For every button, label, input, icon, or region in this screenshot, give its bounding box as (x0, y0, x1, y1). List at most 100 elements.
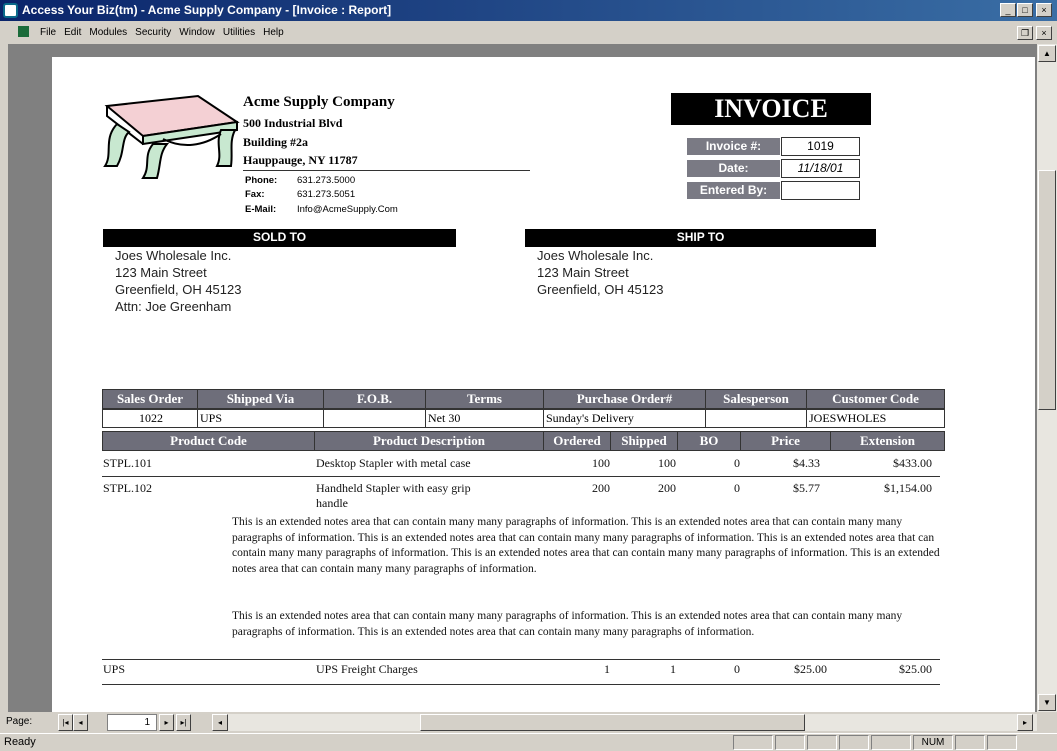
menu-security[interactable]: Security (135, 27, 172, 38)
horizontal-scroll-thumb[interactable] (420, 714, 805, 731)
item-code: STPL.102 (103, 481, 153, 495)
entered-by (781, 181, 860, 200)
company-name: Acme Supply Company (243, 94, 395, 110)
item-description: UPS Freight Charges (316, 662, 418, 676)
maximize-button[interactable]: □ (1017, 3, 1033, 17)
header-sales-order: Sales Order (102, 389, 198, 409)
header-description: Product Description (314, 431, 544, 451)
next-page-button[interactable]: ▸ (159, 714, 174, 731)
invoice-number: 1019 (781, 137, 860, 156)
item-extension: $25.00 (899, 662, 932, 676)
header-extension: Extension (830, 431, 945, 451)
menu-edit[interactable]: Edit (64, 27, 82, 38)
vertical-scroll-thumb[interactable] (1038, 170, 1056, 410)
ship-to-line: 123 Main Street (537, 265, 629, 280)
item-shipped: 200 (658, 481, 676, 495)
fax-label: Fax: (245, 189, 265, 200)
entered-by-label: Entered By: (686, 181, 781, 200)
ship-to-line: Joes Wholesale Inc. (537, 248, 654, 263)
item-code: STPL.101 (103, 456, 153, 470)
sold-to-line: Attn: Joe Greenham (115, 299, 232, 314)
scroll-left-button[interactable]: ◂ (212, 714, 228, 731)
customer-code: JOESWHOLES (806, 409, 945, 428)
fax: 631.273.5051 (297, 189, 356, 200)
item-ordered: 1 (604, 662, 610, 676)
minimize-button[interactable]: _ (1000, 3, 1016, 17)
item-extension: $1,154.00 (884, 481, 932, 495)
status-panel (839, 735, 869, 750)
invoice-number-label: Invoice #: (686, 137, 781, 156)
company-city: Hauppauge, NY 11787 (243, 153, 358, 167)
status-panel (987, 735, 1017, 750)
header-po: Purchase Order# (543, 389, 706, 409)
sold-to-line: 123 Main Street (115, 265, 207, 280)
header-shipped-via: Shipped Via (197, 389, 324, 409)
item-price: $25.00 (794, 662, 827, 676)
status-panel (871, 735, 911, 750)
restore-doc-button[interactable]: ❐ (1017, 26, 1033, 40)
ship-to-header: SHIP TO (525, 229, 876, 247)
header-price: Price (740, 431, 831, 451)
item-bo: 0 (734, 481, 740, 495)
sold-to-line: Greenfield, OH 45123 (115, 282, 242, 297)
row-divider (102, 659, 940, 660)
purchase-order: Sunday's Delivery (543, 409, 706, 428)
item-description-cont: handle (316, 496, 348, 510)
ship-to-line: Greenfield, OH 45123 (537, 282, 664, 297)
extended-notes-1: This is an extended notes area that can … (232, 516, 940, 575)
close-doc-button[interactable]: × (1036, 26, 1052, 40)
scroll-right-button[interactable]: ▸ (1017, 714, 1033, 731)
status-panel (955, 735, 985, 750)
date-label: Date: (686, 159, 781, 178)
menu-utilities[interactable]: Utilities (222, 27, 256, 38)
shipped-via: UPS (197, 409, 324, 428)
document-icon[interactable] (18, 26, 29, 37)
company-address1: 500 Industrial Blvd (243, 116, 343, 130)
divider (243, 170, 530, 171)
terms: Net 30 (425, 409, 544, 428)
invoice-title: INVOICE (671, 93, 871, 125)
item-shipped: 100 (658, 456, 676, 470)
header-customer-code: Customer Code (806, 389, 945, 409)
item-description: Handheld Stapler with easy grip (316, 481, 471, 495)
item-code: UPS (103, 662, 126, 676)
header-product-code: Product Code (102, 431, 315, 451)
menu-file[interactable]: File (40, 27, 57, 38)
page-label: Page: (6, 716, 33, 727)
sold-to-line: Joes Wholesale Inc. (115, 248, 232, 263)
scroll-up-button[interactable]: ▲ (1038, 45, 1056, 62)
menu-help[interactable]: Help (263, 27, 284, 38)
ship-to-address: Joes Wholesale Inc. 123 Main Street Greenf… (537, 247, 663, 298)
menu-modules[interactable]: Modules (89, 27, 128, 38)
invoice-date: 11/18/01 (781, 159, 860, 178)
status-text: Ready (4, 736, 36, 748)
menu-window[interactable]: Window (179, 27, 215, 38)
first-page-button[interactable]: |◂ (58, 714, 73, 731)
menu-bar: File Edit Modules Security Window Utilities He… (0, 21, 1057, 44)
header-shipped: Shipped (610, 431, 678, 451)
sold-to-address: Joes Wholesale Inc. 123 Main Street Greenf… (115, 247, 241, 315)
fob (323, 409, 426, 428)
sales-order: 1022 (102, 409, 198, 428)
extended-notes-2: This is an extended notes area that can … (232, 610, 903, 638)
salesperson (705, 409, 807, 428)
prev-page-button[interactable]: ◂ (73, 714, 88, 731)
header-terms: Terms (425, 389, 544, 409)
company-address2: Building #2a (243, 135, 309, 149)
email: Info@AcmeSupply.Com (297, 204, 398, 215)
row-divider (102, 476, 940, 477)
row-divider (102, 684, 940, 685)
phone: 631.273.5000 (297, 175, 356, 186)
close-button[interactable]: × (1036, 3, 1052, 17)
item-bo: 0 (734, 662, 740, 676)
page-number-input[interactable]: 1 (107, 714, 157, 731)
status-bar: Ready (0, 733, 1057, 750)
desk-logo-icon (103, 94, 240, 179)
scroll-down-button[interactable]: ▼ (1038, 694, 1056, 711)
app-icon[interactable] (3, 3, 18, 18)
num-lock-indicator: NUM (913, 735, 953, 750)
last-page-button[interactable]: ▸| (176, 714, 191, 731)
title-bar: Access Your Biz(tm) - Acme Supply Compan… (0, 0, 1057, 21)
sold-to-header: SOLD TO (103, 229, 456, 247)
item-ordered: 200 (592, 481, 610, 495)
